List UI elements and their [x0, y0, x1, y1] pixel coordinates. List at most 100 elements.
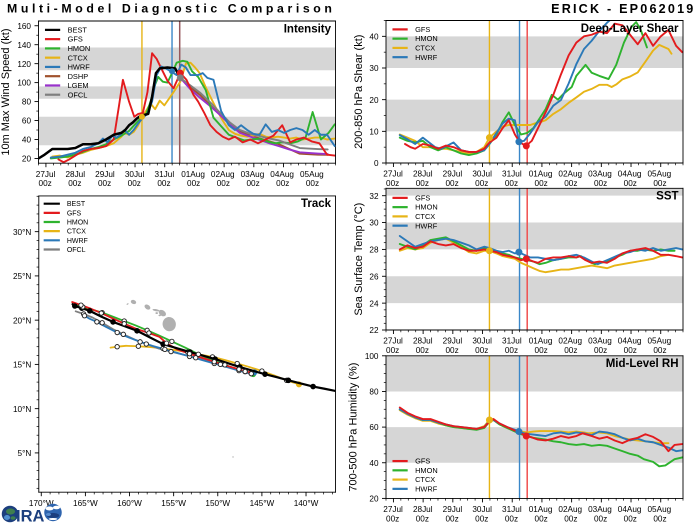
svg-text:27Jul: 27Jul — [36, 170, 56, 179]
svg-text:03Aug: 03Aug — [588, 170, 612, 179]
svg-text:20°N: 20°N — [13, 316, 31, 325]
svg-text:5°N: 5°N — [18, 449, 32, 458]
svg-text:27Jul: 27Jul — [383, 170, 403, 179]
svg-text:27Jul: 27Jul — [383, 505, 403, 514]
svg-text:00z: 00z — [416, 179, 429, 188]
svg-text:20: 20 — [22, 155, 32, 164]
svg-text:160°W: 160°W — [117, 499, 142, 508]
svg-text:00z: 00z — [653, 346, 666, 355]
svg-text:02Aug: 02Aug — [558, 170, 582, 179]
svg-text:IRA: IRA — [16, 508, 45, 525]
svg-text:CTCX: CTCX — [415, 44, 435, 53]
svg-text:700-500 hPa Humidity (%): 700-500 hPa Humidity (%) — [348, 363, 360, 492]
svg-text:GFS: GFS — [415, 193, 430, 202]
svg-text:HWRF: HWRF — [67, 238, 88, 245]
svg-text:02Aug: 02Aug — [211, 170, 235, 179]
svg-text:00z: 00z — [564, 179, 577, 188]
svg-text:00z: 00z — [475, 346, 488, 355]
svg-text:60: 60 — [22, 117, 32, 126]
svg-text:GFS: GFS — [67, 210, 82, 217]
svg-text:Multi-Model Diagnostic Compari: Multi-Model Diagnostic Comparison — [7, 2, 336, 16]
svg-text:03Aug: 03Aug — [241, 170, 265, 179]
svg-text:40: 40 — [22, 136, 32, 145]
svg-text:170°W: 170°W — [29, 499, 54, 508]
svg-text:100: 100 — [17, 79, 31, 88]
svg-text:30Jul: 30Jul — [472, 170, 492, 179]
svg-text:00z: 00z — [157, 179, 170, 188]
svg-text:00z: 00z — [594, 514, 607, 523]
svg-text:120: 120 — [17, 60, 31, 69]
svg-text:00z: 00z — [386, 514, 399, 523]
svg-text:Sea Surface Temp (°C): Sea Surface Temp (°C) — [353, 203, 365, 316]
svg-text:200-850 hPa Shear (kt): 200-850 hPa Shear (kt) — [353, 35, 365, 149]
svg-text:00z: 00z — [653, 179, 666, 188]
svg-text:00z: 00z — [246, 179, 259, 188]
svg-text:60: 60 — [369, 423, 379, 432]
svg-text:155°W: 155°W — [161, 499, 186, 508]
svg-text:04Aug: 04Aug — [270, 170, 294, 179]
svg-text:28Jul: 28Jul — [413, 170, 433, 179]
svg-text:30Jul: 30Jul — [472, 505, 492, 514]
svg-text:01Aug: 01Aug — [181, 170, 205, 179]
svg-text:00z: 00z — [39, 179, 52, 188]
svg-text:00z: 00z — [564, 514, 577, 523]
svg-text:00z: 00z — [386, 179, 399, 188]
svg-text:31Jul: 31Jul — [502, 337, 522, 346]
svg-text:01Aug: 01Aug — [529, 337, 553, 346]
svg-text:00z: 00z — [445, 179, 458, 188]
svg-text:03Aug: 03Aug — [588, 505, 612, 514]
svg-text:28: 28 — [369, 246, 379, 255]
svg-text:05Aug: 05Aug — [300, 170, 324, 179]
svg-text:22: 22 — [369, 326, 379, 335]
svg-text:GFS: GFS — [415, 25, 430, 34]
svg-text:150°W: 150°W — [205, 499, 230, 508]
svg-text:04Aug: 04Aug — [618, 170, 642, 179]
svg-text:00z: 00z — [306, 179, 319, 188]
svg-text:HWRF: HWRF — [415, 484, 438, 493]
svg-text:HMON: HMON — [67, 219, 88, 226]
svg-text:Intensity: Intensity — [284, 23, 332, 35]
svg-text:LGEM: LGEM — [68, 81, 89, 90]
svg-text:29Jul: 29Jul — [443, 337, 463, 346]
svg-text:00z: 00z — [624, 514, 637, 523]
svg-text:20: 20 — [369, 96, 379, 105]
svg-text:28Jul: 28Jul — [413, 505, 433, 514]
svg-text:00z: 00z — [535, 514, 548, 523]
svg-text:SST: SST — [656, 191, 678, 203]
svg-text:BEST: BEST — [67, 201, 86, 208]
svg-text:DSHP: DSHP — [68, 72, 89, 81]
svg-text:31Jul: 31Jul — [155, 170, 175, 179]
svg-text:00z: 00z — [276, 179, 289, 188]
svg-text:10°N: 10°N — [13, 405, 31, 414]
svg-text:00z: 00z — [416, 514, 429, 523]
svg-text:00z: 00z — [386, 346, 399, 355]
svg-text:00z: 00z — [505, 179, 518, 188]
svg-text:29Jul: 29Jul — [443, 170, 463, 179]
svg-text:0: 0 — [374, 159, 379, 168]
svg-text:01Aug: 01Aug — [529, 505, 553, 514]
svg-text:HMON: HMON — [68, 44, 91, 53]
svg-text:80: 80 — [369, 388, 379, 397]
svg-text:HWRF: HWRF — [68, 63, 91, 72]
svg-text:00z: 00z — [445, 346, 458, 355]
svg-text:CTCX: CTCX — [415, 475, 435, 484]
svg-text:31Jul: 31Jul — [502, 170, 522, 179]
svg-text:00z: 00z — [128, 179, 141, 188]
svg-text:00z: 00z — [505, 514, 518, 523]
svg-text:00z: 00z — [535, 179, 548, 188]
svg-text:30°N: 30°N — [13, 228, 31, 237]
svg-text:80: 80 — [22, 98, 32, 107]
svg-text:01Aug: 01Aug — [529, 170, 553, 179]
svg-text:30Jul: 30Jul — [125, 170, 145, 179]
svg-text:20: 20 — [369, 495, 379, 504]
svg-text:00z: 00z — [98, 179, 111, 188]
svg-text:30Jul: 30Jul — [472, 337, 492, 346]
svg-text:CTCX: CTCX — [415, 212, 435, 221]
svg-text:GFS: GFS — [415, 457, 430, 466]
svg-text:Mid-Level RH: Mid-Level RH — [606, 358, 679, 370]
svg-text:145°W: 145°W — [250, 499, 275, 508]
svg-text:40: 40 — [369, 32, 379, 41]
svg-text:CTCX: CTCX — [67, 229, 86, 236]
svg-text:OFCL: OFCL — [67, 247, 86, 254]
svg-text:00z: 00z — [416, 346, 429, 355]
